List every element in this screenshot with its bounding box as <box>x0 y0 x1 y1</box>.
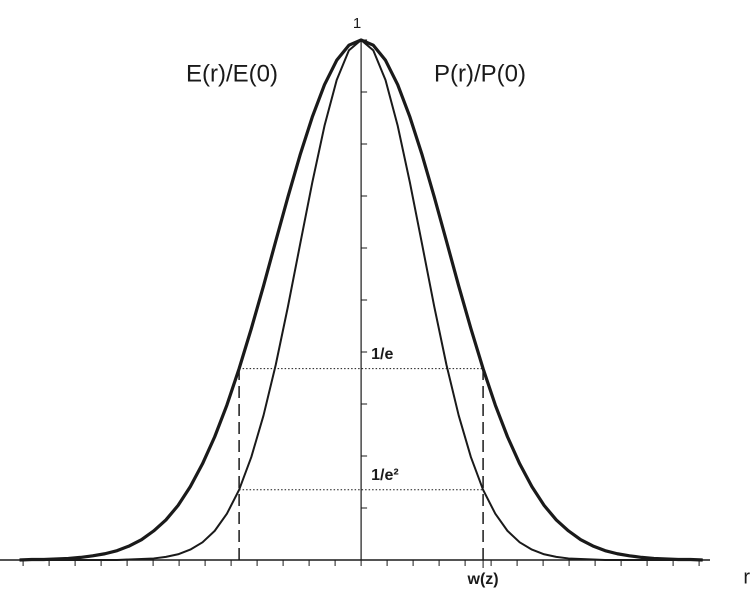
y-tick-label: 1/e² <box>371 467 399 484</box>
series-label: P(r)/P(0) <box>434 60 526 87</box>
y-tick-label: 1/e <box>371 346 393 363</box>
y-tick-label: 1 <box>353 15 361 32</box>
curve <box>19 39 703 561</box>
x-tick-label: w(z) <box>467 571 499 588</box>
series-label: E(r)/E(0) <box>186 60 278 87</box>
x-axis-label: r <box>743 566 750 588</box>
